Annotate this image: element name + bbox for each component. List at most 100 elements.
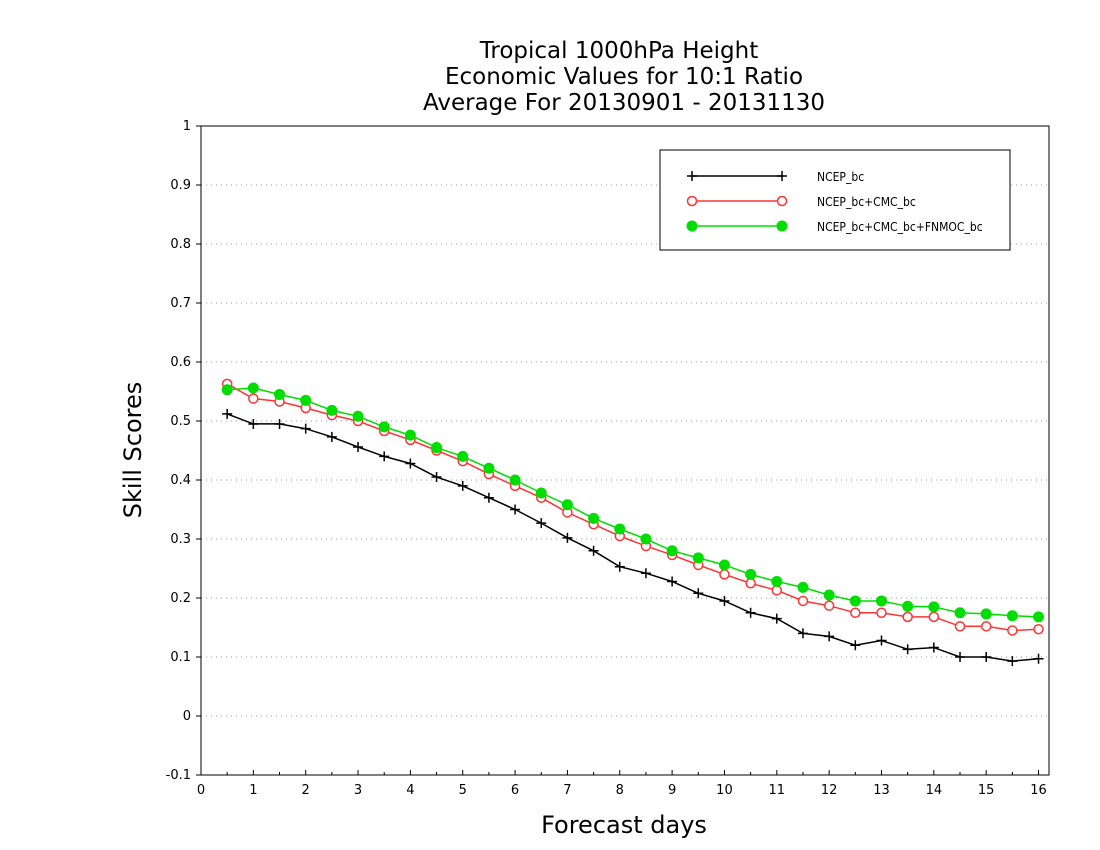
data-point-plus: [353, 441, 364, 452]
y-tick-label: 1: [183, 119, 191, 134]
legend-item: NCEP_bc+CMC_bc: [686, 195, 916, 209]
data-point-open-circle: [850, 607, 861, 618]
data-point-plus: [824, 631, 835, 642]
data-point-filled-circle: [640, 533, 652, 545]
y-tick-label: 0: [183, 709, 191, 724]
y-tick-label: 0.6: [170, 355, 191, 370]
x-tick-label: 10: [716, 783, 733, 798]
data-point-filled-circle: [902, 600, 914, 612]
x-tick-label: 2: [302, 783, 310, 798]
data-point-filled-circle: [686, 220, 698, 232]
data-point-plus: [876, 635, 887, 646]
series-1: [221, 378, 1044, 636]
data-point-plus: [771, 613, 782, 624]
y-tick-label: 0.8: [170, 237, 191, 252]
chart-title-line-2: Economic Values for 10:1 Ratio: [445, 64, 803, 90]
data-point-plus: [483, 492, 494, 503]
data-point-plus: [745, 607, 756, 618]
x-axis: 0 1 2 3 4 5 6 7 8 9 10 11 12 13 14 15 16: [197, 770, 1047, 798]
data-point-filled-circle: [875, 595, 887, 607]
legend-label: NCEP_bc+CMC_bc: [817, 195, 916, 209]
data-point-filled-circle: [1006, 610, 1018, 622]
data-point-plus: [850, 640, 861, 651]
data-point-plus: [300, 423, 311, 434]
data-point-plus: [777, 171, 787, 181]
x-tick-label: 1: [249, 783, 257, 798]
data-point-filled-circle: [457, 450, 469, 462]
series-2: [221, 382, 1045, 623]
y-tick-label: 0.2: [170, 591, 191, 606]
data-point-plus: [431, 472, 442, 483]
data-point-open-circle: [776, 195, 788, 207]
legend-label: NCEP_bc: [817, 170, 864, 184]
series-0: [222, 408, 1044, 667]
y-tick-label: -0.1: [166, 768, 191, 783]
data-point-plus: [1007, 656, 1018, 667]
data-point-open-circle: [928, 611, 940, 623]
y-tick-label: 0.5: [170, 414, 191, 429]
x-tick-label: 9: [668, 783, 676, 798]
x-tick-label: 4: [406, 783, 414, 798]
data-point-open-circle: [1033, 624, 1044, 635]
data-point-filled-circle: [404, 429, 416, 441]
data-point-plus: [719, 595, 730, 606]
x-tick-label: 0: [197, 783, 205, 798]
data-point-plus: [928, 642, 939, 653]
data-point-filled-circle: [326, 404, 338, 416]
data-point-plus: [687, 171, 697, 181]
chart-title-line-3: Average For 20130901 - 20131130: [423, 90, 825, 116]
data-point-filled-circle: [1033, 611, 1045, 623]
series-layer: [221, 378, 1045, 667]
data-point-plus: [955, 652, 966, 662]
data-point-filled-circle: [352, 410, 364, 422]
data-point-filled-circle: [797, 581, 809, 593]
x-tick-label: 8: [616, 783, 624, 798]
data-point-plus: [405, 458, 416, 469]
legend-box: [659, 149, 1011, 251]
chart-title-line-1: Tropical 1000hPa Height: [479, 38, 759, 64]
data-point-filled-circle: [928, 601, 940, 613]
legend-item: NCEP_bc: [687, 170, 864, 184]
data-point-filled-circle: [588, 512, 600, 524]
data-point-open-circle: [686, 195, 698, 207]
data-point-filled-circle: [718, 559, 730, 571]
data-point-plus: [981, 652, 992, 662]
data-point-plus: [640, 568, 651, 579]
series-line: [227, 387, 1039, 618]
data-point-plus: [379, 451, 390, 462]
data-point-filled-circle: [849, 595, 861, 607]
data-point-plus: [248, 418, 259, 429]
data-point-plus: [588, 545, 599, 556]
data-point-plus: [667, 576, 678, 587]
legend-label: NCEP_bc+CMC_bc+FNMOC_bc: [817, 220, 983, 234]
data-point-plus: [693, 588, 704, 599]
y-tick-label: 0.1: [170, 650, 191, 665]
data-point-plus: [562, 532, 573, 543]
data-point-plus: [797, 628, 808, 639]
data-point-filled-circle: [980, 608, 992, 620]
data-point-open-circle: [980, 621, 992, 632]
data-point-plus: [902, 644, 913, 655]
x-axis-label: Forecast days: [541, 811, 707, 839]
legend: NCEP_bc NCEP_bc+CMC_bc NCEP_bc+CMC_bc+FNMO…: [659, 149, 1011, 251]
data-point-filled-circle: [300, 394, 312, 406]
data-point-open-circle: [745, 578, 756, 589]
y-tick-label: 0.7: [170, 296, 191, 311]
data-point-plus: [326, 431, 337, 442]
x-tick-label: 5: [459, 783, 467, 798]
x-tick-label: 16: [1030, 783, 1047, 798]
data-point-filled-circle: [771, 575, 783, 587]
series-line: [226, 413, 1039, 662]
data-point-filled-circle: [745, 568, 757, 580]
x-tick-label: 6: [511, 783, 519, 798]
data-point-open-circle: [876, 607, 887, 618]
legend-item: NCEP_bc+CMC_bc+FNMOC_bc: [686, 220, 983, 234]
x-tick-label: 12: [821, 783, 838, 798]
data-point-plus: [274, 418, 285, 429]
x-tick-label: 15: [978, 783, 995, 798]
grid-lines: [201, 184, 1049, 717]
data-point-filled-circle: [776, 220, 788, 232]
y-tick-label: 0.3: [170, 532, 191, 547]
data-point-plus: [536, 518, 547, 529]
